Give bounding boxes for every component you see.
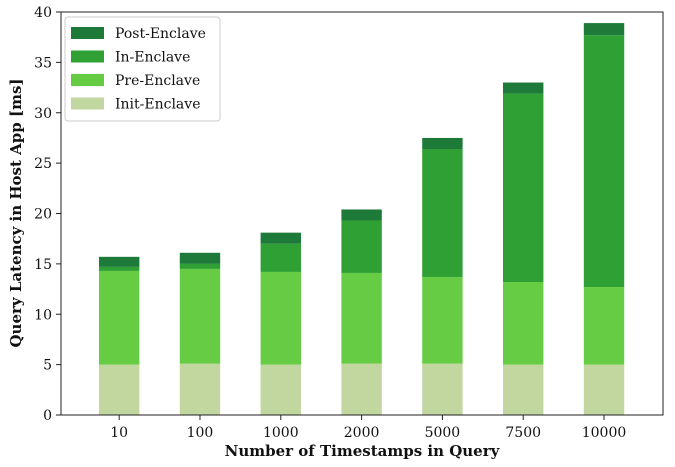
x-tick-label: 100 bbox=[187, 425, 214, 441]
bar-segment bbox=[98, 364, 140, 415]
y-tick-label: 15 bbox=[34, 257, 52, 273]
bar-segment bbox=[503, 82, 544, 94]
y-tick-label: 25 bbox=[34, 156, 52, 172]
legend-label: In-Enclave bbox=[115, 50, 190, 66]
bar-segment bbox=[341, 363, 382, 415]
y-tick-label: 35 bbox=[34, 55, 52, 71]
legend-box bbox=[64, 16, 221, 122]
bar-segment bbox=[422, 149, 463, 277]
bar-segment bbox=[583, 287, 625, 365]
bar-segment bbox=[422, 363, 463, 415]
bar-segment bbox=[422, 137, 463, 150]
bar-segment bbox=[98, 266, 140, 271]
legend: Post-Enclave In-Enclave Pre-Enclave Init-En… bbox=[64, 16, 221, 122]
y-tick-label: 5 bbox=[43, 358, 52, 374]
legend-label: Pre-Enclave bbox=[115, 73, 200, 89]
bar-segment bbox=[583, 35, 625, 288]
y-tick-label: 30 bbox=[34, 106, 52, 122]
x-tick-label: 2000 bbox=[344, 425, 380, 441]
bar-segment bbox=[341, 272, 382, 364]
bar-segment bbox=[179, 268, 221, 364]
bar-segment bbox=[583, 23, 625, 36]
y-tick-label: 40 bbox=[34, 5, 52, 21]
legend-label: Post-Enclave bbox=[115, 26, 206, 42]
y-tick-label: 10 bbox=[34, 307, 52, 323]
legend-swatch bbox=[71, 27, 104, 39]
x-tick-label: 5000 bbox=[425, 425, 461, 441]
bar-segment bbox=[503, 364, 544, 415]
legend-swatch bbox=[71, 74, 104, 86]
bars-group bbox=[98, 23, 625, 415]
bar-segment bbox=[260, 271, 301, 365]
x-tick-label: 10 bbox=[110, 425, 128, 441]
y-tick-label: 20 bbox=[34, 207, 52, 223]
y-axis-label: Query Latency in Host App [ms] bbox=[7, 78, 25, 347]
x-tick-label: 10000 bbox=[582, 425, 627, 441]
bar-segment bbox=[503, 93, 544, 283]
y-axis: 0 5 10 15 20 25 30 35 40 bbox=[34, 5, 61, 424]
legend-swatch bbox=[71, 97, 104, 110]
x-tick-label: 1000 bbox=[263, 425, 299, 441]
bar-segment bbox=[260, 232, 301, 244]
legend-swatch bbox=[71, 50, 104, 63]
bar-segment bbox=[260, 243, 301, 272]
bar-segment bbox=[260, 364, 301, 415]
y-tick-label: 0 bbox=[43, 408, 52, 424]
bar-segment bbox=[98, 270, 140, 365]
bar-segment bbox=[583, 364, 625, 415]
x-tick-label: 7500 bbox=[505, 425, 541, 441]
legend-label: Init-Enclave bbox=[115, 97, 200, 113]
bar-segment bbox=[503, 282, 544, 365]
bar-segment bbox=[179, 252, 221, 264]
bar-segment bbox=[179, 363, 221, 415]
bar-segment bbox=[341, 209, 382, 221]
bar-segment bbox=[179, 263, 221, 269]
x-axis: 10 100 1000 2000 5000 7500 10000 bbox=[110, 415, 626, 441]
bar-segment bbox=[98, 256, 140, 267]
bar-segment bbox=[422, 276, 463, 364]
x-axis-label: Number of Timestamps in Query bbox=[225, 442, 501, 460]
bar-segment bbox=[341, 220, 382, 273]
